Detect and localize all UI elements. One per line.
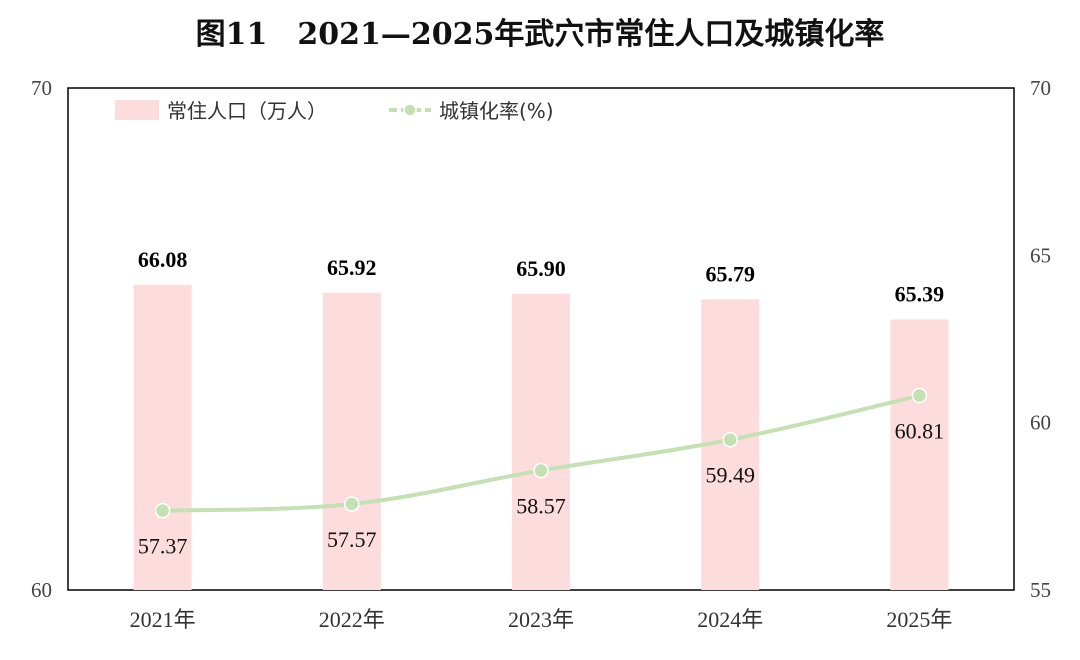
line-data-label: 58.57	[516, 494, 566, 519]
legend-bar-label: 常住人口（万人）	[167, 99, 327, 123]
bar	[133, 284, 192, 590]
category-tick-label: 2024年	[697, 607, 763, 632]
category-axis: 2021年 2022年 2023年 2024年 2025年	[130, 607, 953, 632]
line-data-label: 57.57	[327, 527, 377, 552]
category-tick-label: 2023年	[508, 607, 574, 632]
category-tick-label: 2022年	[319, 607, 385, 632]
legend-line-marker	[403, 103, 417, 117]
bar	[890, 319, 949, 590]
line-point	[722, 431, 738, 448]
right-axis-tick-label: 65	[1030, 243, 1051, 267]
line-data-label: 59.49	[705, 463, 755, 488]
bar-data-label: 65.92	[327, 255, 377, 280]
line-point	[533, 462, 549, 479]
category-tick-label: 2021年	[130, 607, 196, 632]
line-series: 57.37 57.57 58.57 59.49 60.81	[138, 387, 945, 559]
line-data-label: 60.81	[895, 419, 945, 444]
right-axis-tick-label: 60	[1030, 411, 1051, 435]
left-axis-tick-label: 60	[31, 578, 52, 602]
right-axis-tick-label: 70	[1030, 76, 1051, 100]
legend: 常住人口（万人） 城镇化率(%)	[115, 99, 554, 123]
line-point	[154, 502, 171, 519]
bar	[322, 292, 381, 590]
line-point	[344, 496, 360, 512]
bar-data-label: 65.90	[516, 256, 566, 281]
bar-data-label: 66.08	[138, 247, 188, 272]
left-axis-tick-label: 70	[31, 76, 52, 100]
right-axis-tick-label: 55	[1030, 578, 1051, 602]
legend-line-label: 城镇化率(%)	[439, 99, 554, 123]
bar	[512, 293, 570, 590]
bar-data-label: 65.39	[895, 281, 945, 306]
bar-data-label: 65.79	[705, 261, 755, 286]
legend-bar-swatch	[115, 100, 159, 120]
chart-title: 图11 2021—2025年武穴市常住人口及城镇化率	[196, 17, 885, 52]
right-axis: 55 60 65 70	[1030, 76, 1051, 602]
line-point	[911, 387, 928, 404]
line-data-label: 57.37	[138, 534, 188, 559]
left-axis: 60 70	[31, 76, 52, 602]
category-tick-label: 2025年	[886, 607, 952, 632]
